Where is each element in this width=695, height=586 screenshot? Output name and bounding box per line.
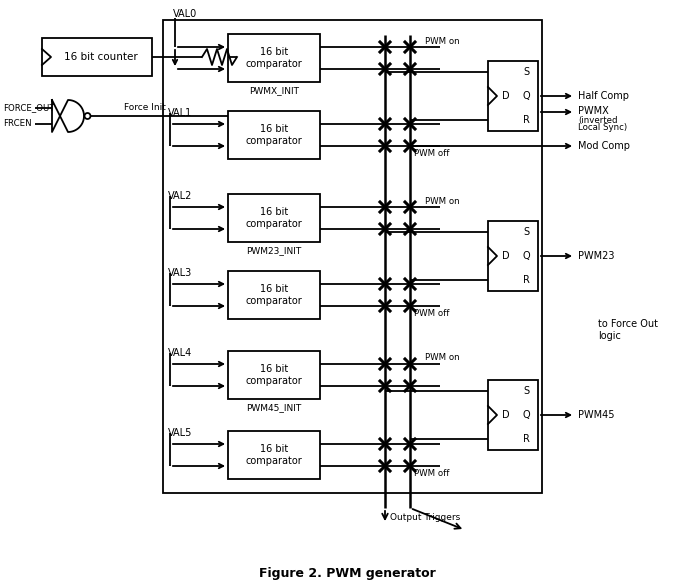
Text: R: R (523, 115, 530, 125)
Text: Local Sync): Local Sync) (578, 124, 627, 132)
Text: (inverted: (inverted (578, 115, 617, 124)
Text: PWM23_INIT: PWM23_INIT (246, 247, 302, 255)
Polygon shape (52, 100, 84, 132)
Bar (228, 34, 320, 82)
Text: PWM on: PWM on (425, 196, 459, 206)
Text: PWM off: PWM off (414, 308, 450, 318)
Bar (488, 61, 538, 131)
Text: FRCEN: FRCEN (3, 120, 32, 128)
Text: PWM23: PWM23 (578, 251, 614, 261)
Text: PWMX_INIT: PWMX_INIT (249, 87, 299, 96)
Text: VAL4: VAL4 (168, 348, 193, 358)
Text: D: D (502, 251, 509, 261)
Text: VAL5: VAL5 (168, 428, 193, 438)
Text: 16 bit
comparator: 16 bit comparator (245, 364, 302, 386)
Text: PWM45_INIT: PWM45_INIT (246, 404, 302, 413)
Bar (228, 194, 320, 242)
Text: VAL1: VAL1 (168, 108, 193, 118)
Text: PWM off: PWM off (414, 468, 450, 478)
Circle shape (85, 113, 90, 119)
Text: R: R (523, 434, 530, 444)
Text: PWM off: PWM off (414, 148, 450, 158)
Bar (488, 221, 538, 291)
Text: S: S (523, 67, 529, 77)
Text: Mod Comp: Mod Comp (578, 141, 630, 151)
Bar (488, 380, 538, 450)
Text: 16 bit
comparator: 16 bit comparator (245, 444, 302, 466)
Text: Output Triggers: Output Triggers (390, 513, 460, 523)
Bar (163, 20, 542, 493)
Text: Force Init: Force Init (124, 104, 166, 113)
Text: Q: Q (522, 251, 530, 261)
Text: PWMX: PWMX (578, 106, 609, 116)
Text: D: D (502, 410, 509, 420)
Text: R: R (523, 275, 530, 285)
Bar (228, 431, 320, 479)
Text: Q: Q (522, 91, 530, 101)
Bar (228, 351, 320, 399)
Text: S: S (523, 386, 529, 396)
Text: VAL0: VAL0 (173, 9, 197, 19)
Text: VAL3: VAL3 (168, 268, 193, 278)
Text: S: S (523, 227, 529, 237)
Text: 16 bit
comparator: 16 bit comparator (245, 284, 302, 306)
Text: PWM on: PWM on (425, 353, 459, 363)
Text: FORCE_OUT: FORCE_OUT (3, 104, 55, 113)
Text: VAL2: VAL2 (168, 191, 193, 201)
Text: PWM45: PWM45 (578, 410, 614, 420)
Text: D: D (502, 91, 509, 101)
Bar (42, 38, 152, 76)
Text: Q: Q (522, 410, 530, 420)
Text: Figure 2. PWM generator: Figure 2. PWM generator (259, 567, 435, 580)
Text: 16 bit
comparator: 16 bit comparator (245, 207, 302, 229)
Text: 16 bit
comparator: 16 bit comparator (245, 47, 302, 69)
Text: 16 bit counter: 16 bit counter (64, 52, 138, 62)
Bar (228, 111, 320, 159)
Text: Half Comp: Half Comp (578, 91, 629, 101)
Text: 16 bit
comparator: 16 bit comparator (245, 124, 302, 146)
Text: to Force Out
logic: to Force Out logic (598, 319, 658, 341)
Bar (228, 271, 320, 319)
Text: PWM on: PWM on (425, 36, 459, 46)
